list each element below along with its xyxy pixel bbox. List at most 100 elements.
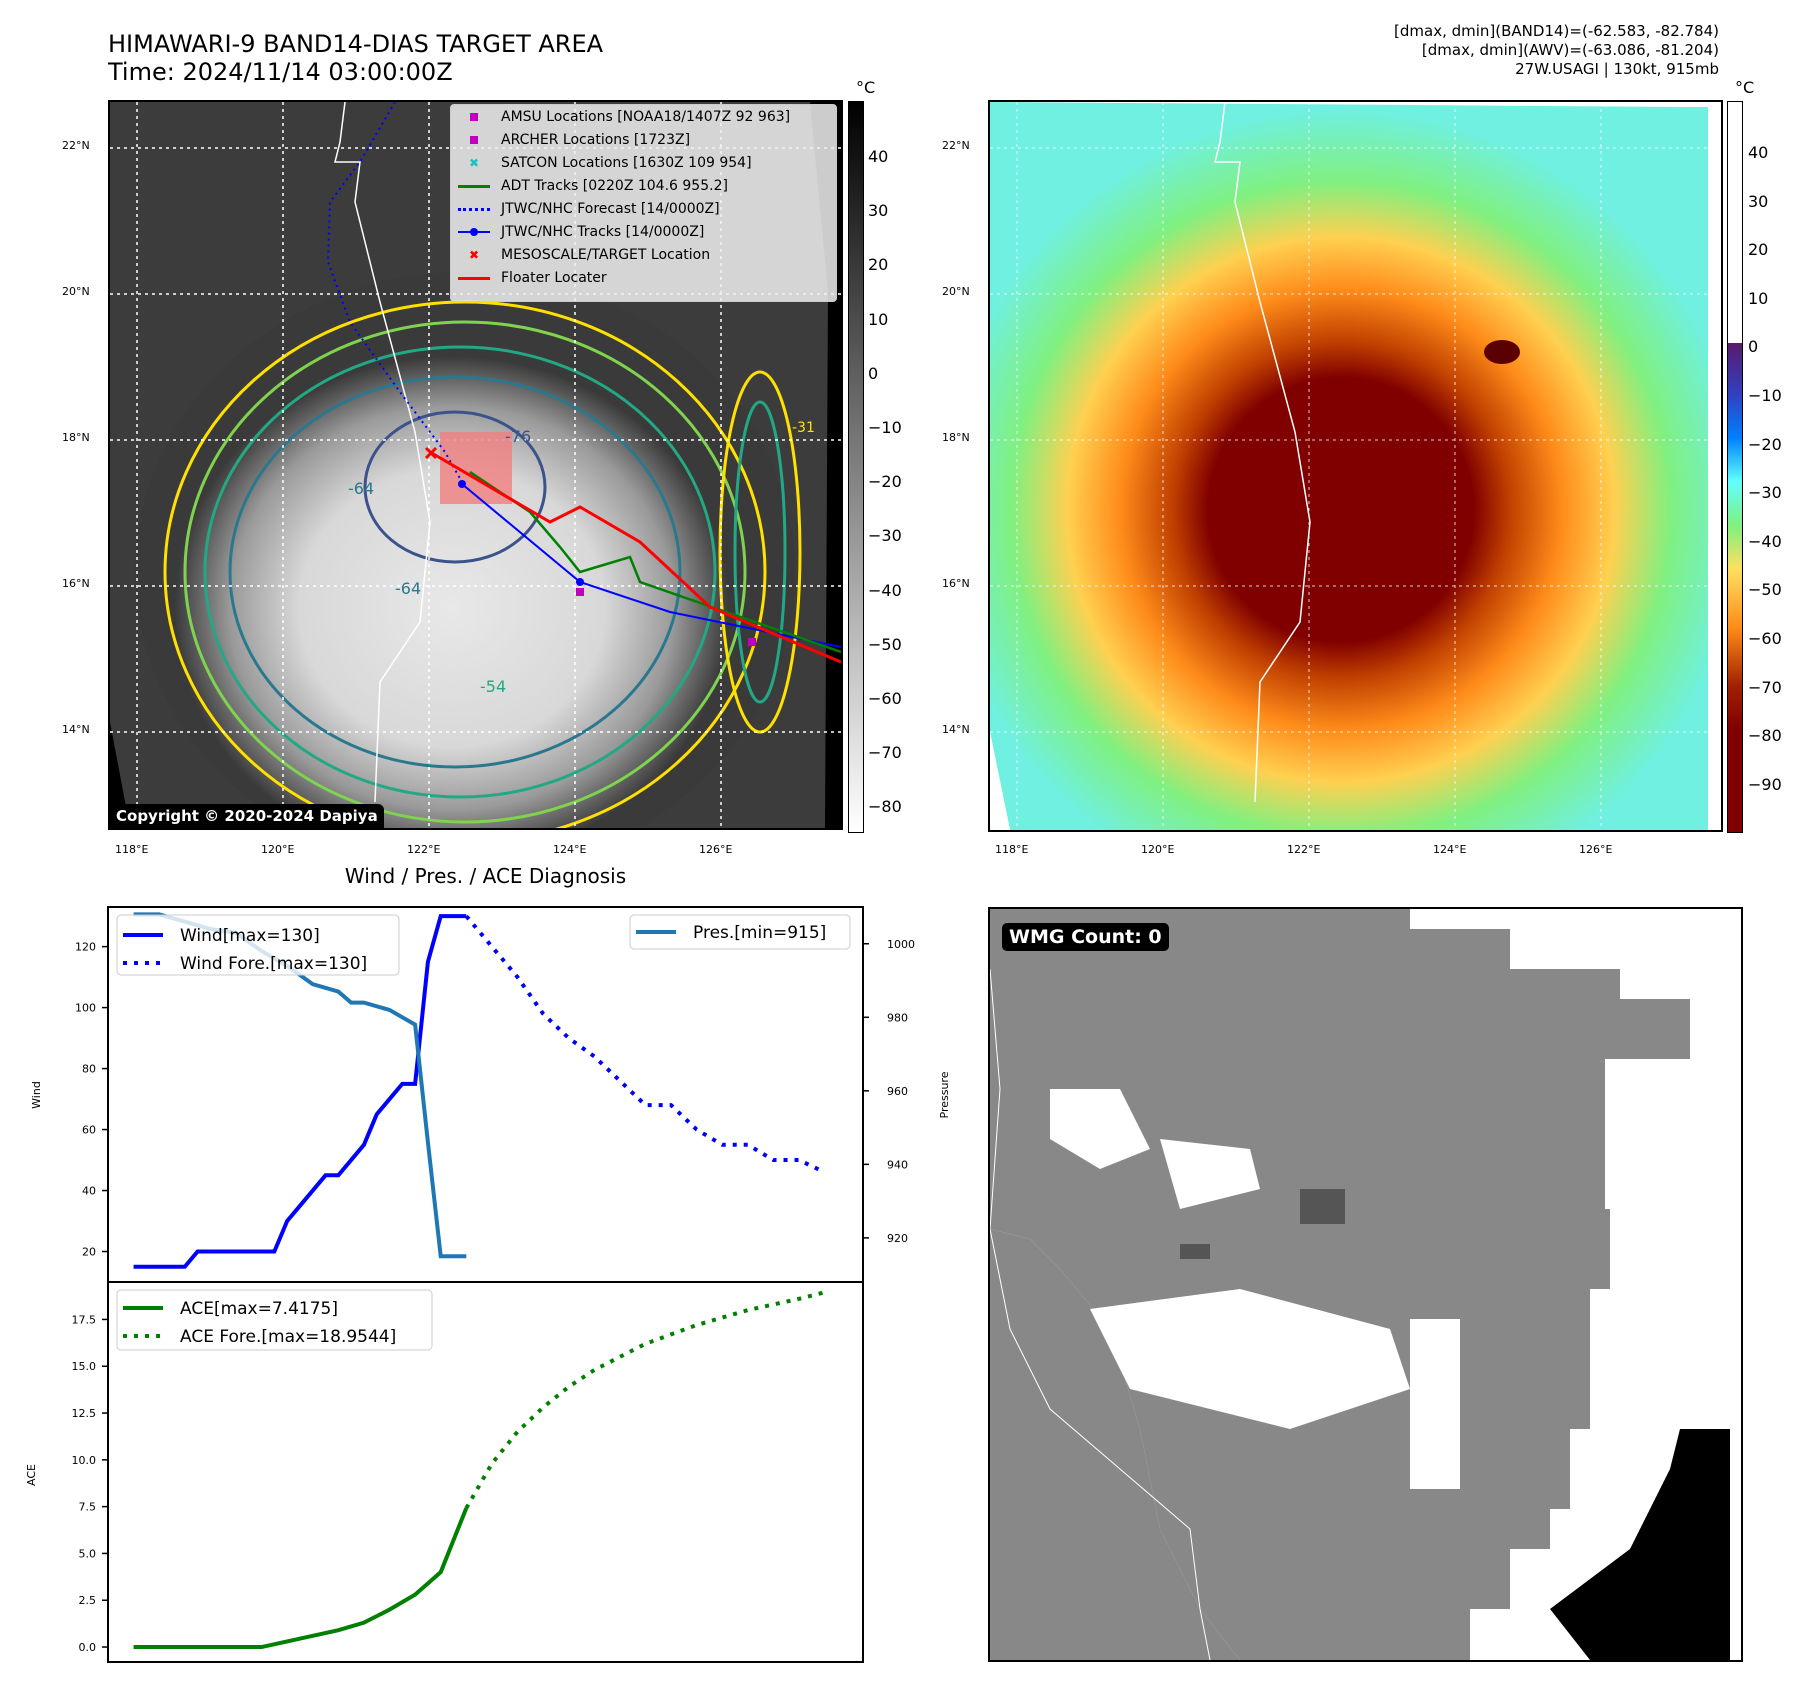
y-tick-label: 40 bbox=[82, 1185, 96, 1198]
coastline-luzon bbox=[334, 102, 431, 803]
stats-storm: 27W.USAGI | 130kt, 915mb bbox=[1515, 60, 1719, 78]
colorbar-tick-label: 0 bbox=[1748, 337, 1759, 357]
lat-tick-label: 20°N bbox=[942, 285, 970, 298]
contour-label: -64 bbox=[348, 479, 374, 498]
wmg-dark-patch bbox=[1180, 1244, 1210, 1259]
cold-spot bbox=[1484, 340, 1520, 364]
legend-entry: ✖ SATCON Locations [1630Z 109 954] bbox=[457, 155, 752, 171]
title-line-2: Time: 2024/11/14 03:00:00Z bbox=[108, 58, 453, 86]
legend-entry: JTWC/NHC Forecast [14/0000Z] bbox=[457, 201, 720, 217]
y-tick-label: 10.0 bbox=[72, 1454, 97, 1467]
contour-teal bbox=[228, 375, 682, 769]
y2-tick-label: 940 bbox=[887, 1158, 908, 1171]
colorbar-tick-label: −30 bbox=[868, 526, 902, 546]
colorbar-tick-label: −70 bbox=[1748, 677, 1782, 697]
y2-axis-label: Pressure bbox=[938, 1071, 951, 1118]
contour-label: -31 bbox=[792, 420, 815, 436]
target-location-x bbox=[424, 446, 438, 460]
diagnosis-charts: 20 40 60 80 100 120 920 940 960 980 1000 Wind Pressu… bbox=[25, 906, 951, 1663]
jtwc-track bbox=[461, 483, 841, 648]
colorbar-tick-label: −50 bbox=[1748, 580, 1782, 600]
jtwc-track-point bbox=[576, 578, 584, 586]
lon-tick-label: 120°E bbox=[1141, 843, 1175, 856]
contour-band-green bbox=[733, 400, 787, 704]
wmg-gray-region bbox=[990, 909, 1690, 1660]
stats-block: [dmax, dmin](BAND14)=(-62.583, -82.784) … bbox=[1394, 22, 1719, 79]
colorbar-tick-label: 40 bbox=[868, 147, 889, 166]
y-tick-label: 15.0 bbox=[72, 1360, 97, 1373]
wmg-white-patch bbox=[1160, 1139, 1260, 1209]
copyright-label: Copyright © 2020-2024 Dapiya bbox=[110, 804, 384, 828]
floater-locater-track bbox=[429, 450, 841, 664]
colorbar-tick-label: −40 bbox=[1748, 531, 1782, 551]
colorbar-tick-label: 20 bbox=[1748, 240, 1769, 260]
y-tick-label: 0.0 bbox=[79, 1641, 97, 1654]
coastline bbox=[990, 968, 1211, 1660]
diagnosis-title: Wind / Pres. / ACE Diagnosis bbox=[344, 864, 627, 888]
ace-series-line-0 bbox=[133, 1507, 469, 1650]
colorbar-tick-label: −60 bbox=[868, 689, 902, 708]
colorbar-tick-label: −40 bbox=[868, 580, 902, 600]
x-marker-icon: ✖ bbox=[468, 156, 480, 170]
archer-marker bbox=[576, 588, 584, 596]
y-axis-label: Wind bbox=[30, 1081, 43, 1109]
lon-tick-label: 126°E bbox=[699, 843, 733, 856]
coastline-luzon bbox=[1214, 102, 1311, 803]
colorbar-tick-label: −30 bbox=[1748, 483, 1782, 503]
colorbar-tick-label: −70 bbox=[868, 743, 902, 763]
colorbar-tick-label: 40 bbox=[1748, 143, 1769, 162]
colorbar-tick-label: −20 bbox=[868, 472, 902, 492]
legend-label: Wind[max=130] bbox=[180, 926, 320, 946]
contour-band-yellow bbox=[718, 370, 802, 734]
no-data-corner bbox=[110, 722, 130, 828]
x-marker-icon: ✖ bbox=[468, 248, 480, 262]
contour-lightgreen bbox=[183, 320, 747, 824]
lon-tick-label: 126°E bbox=[1579, 843, 1613, 856]
colorbar-tick-label: 20 bbox=[868, 255, 889, 275]
legend-entry: AMSU Locations [NOAA18/1407Z 92 963] bbox=[457, 109, 790, 125]
lat-tick-label: 18°N bbox=[942, 431, 970, 444]
wind-legend-box bbox=[116, 914, 400, 976]
colorbar-tick-label: 30 bbox=[868, 201, 889, 221]
legend-entry: Floater Locater bbox=[457, 270, 607, 286]
series-line-1 bbox=[464, 914, 826, 1175]
line-marker-icon bbox=[457, 178, 491, 194]
legend-entry: JTWC/NHC Tracks [14/0000Z] bbox=[457, 224, 704, 240]
legend-label: Floater Locater bbox=[501, 270, 607, 286]
colorbar-tick-label: 10 bbox=[868, 309, 889, 329]
lat-tick-label: 14°N bbox=[942, 723, 970, 736]
jtwc-track-point bbox=[458, 480, 466, 488]
amsu-marker bbox=[748, 638, 756, 646]
legend-entry: ✖ MESOSCALE/TARGET Location bbox=[457, 247, 710, 263]
wmg-black-region bbox=[1550, 1429, 1730, 1660]
y-tick-label: 120 bbox=[75, 941, 96, 954]
legend-label: AMSU Locations [NOAA18/1407Z 92 963] bbox=[501, 109, 791, 125]
lat-tick-label: 16°N bbox=[62, 577, 90, 590]
contour-green bbox=[203, 345, 717, 799]
legend-label: MESOSCALE/TARGET Location bbox=[501, 247, 711, 263]
wmg-svg bbox=[990, 909, 1730, 1660]
colorbar-unit: °C bbox=[856, 78, 876, 97]
legend-entry: ADT Tracks [0220Z 104.6 955.2] bbox=[457, 178, 728, 194]
figure-title: HIMAWARI-9 BAND14-DIAS TARGET AREA Time:… bbox=[108, 30, 603, 86]
lat-tick-label: 14°N bbox=[62, 723, 90, 736]
jtwc-forecast-track bbox=[326, 102, 463, 483]
colorbar-tick-label: −10 bbox=[1748, 386, 1782, 405]
wmg-count-badge: WMG Count: 0 bbox=[1002, 923, 1169, 951]
legend-label: SATCON Locations [1630Z 109 954] bbox=[501, 155, 752, 171]
ace-legend-box bbox=[116, 1289, 433, 1351]
title-line-1: HIMAWARI-9 BAND14-DIAS TARGET AREA bbox=[108, 30, 604, 58]
y-tick-label: 80 bbox=[82, 1063, 96, 1076]
lon-tick-label: 124°E bbox=[1433, 843, 1467, 856]
lon-tick-label: 118°E bbox=[115, 843, 149, 856]
colorbar-tick-label: 30 bbox=[1748, 191, 1769, 211]
no-data-corner bbox=[990, 732, 1010, 830]
y-tick-label: 7.5 bbox=[79, 1501, 97, 1514]
wmg-white-patch bbox=[1410, 1319, 1460, 1489]
lat-tick-label: 18°N bbox=[62, 431, 90, 444]
contour-label: -76 bbox=[505, 427, 531, 446]
wmg-white-patch bbox=[1050, 1089, 1150, 1169]
line-marker-icon bbox=[457, 270, 491, 286]
colorbar-tick-label: 10 bbox=[1748, 288, 1769, 308]
legend-label: Pres.[min=915] bbox=[693, 923, 826, 943]
